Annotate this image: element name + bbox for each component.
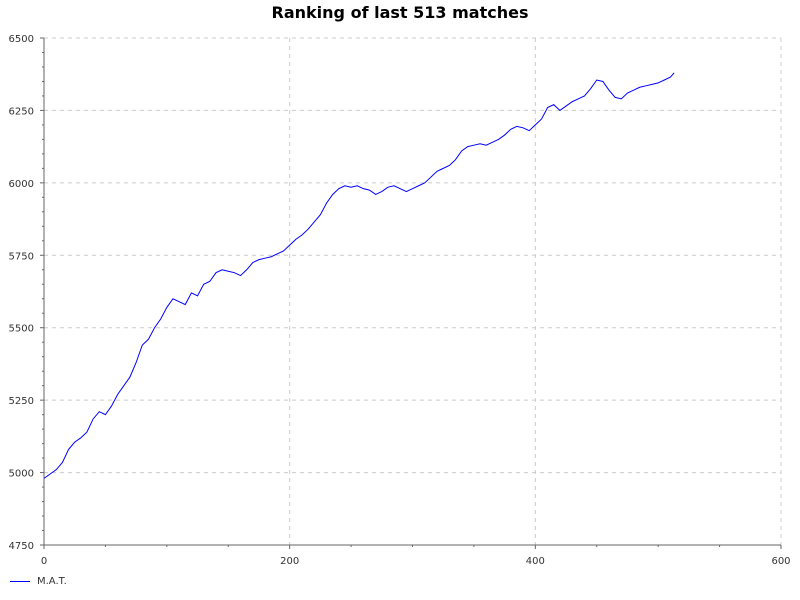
x-tick-label: 200 <box>280 556 299 567</box>
x-tick-label: 600 <box>771 556 790 567</box>
x-tick-label: 0 <box>41 556 47 567</box>
y-tick-label: 5250 <box>9 396 34 407</box>
legend: M.A.T. <box>10 576 67 587</box>
y-tick-label: 6500 <box>9 34 34 45</box>
chart-title: Ranking of last 513 matches <box>271 3 529 22</box>
y-tick-label: 6250 <box>9 106 34 117</box>
legend-swatch <box>10 581 30 582</box>
y-tick-label: 4750 <box>9 541 34 552</box>
x-tick-label: 400 <box>526 556 545 567</box>
y-tick-label: 5500 <box>9 324 34 335</box>
y-tick-label: 5000 <box>9 469 34 480</box>
legend-label: M.A.T. <box>37 576 67 587</box>
y-tick-label: 5750 <box>9 251 34 262</box>
y-tick-label: 6000 <box>9 179 34 190</box>
series-line <box>43 72 675 479</box>
